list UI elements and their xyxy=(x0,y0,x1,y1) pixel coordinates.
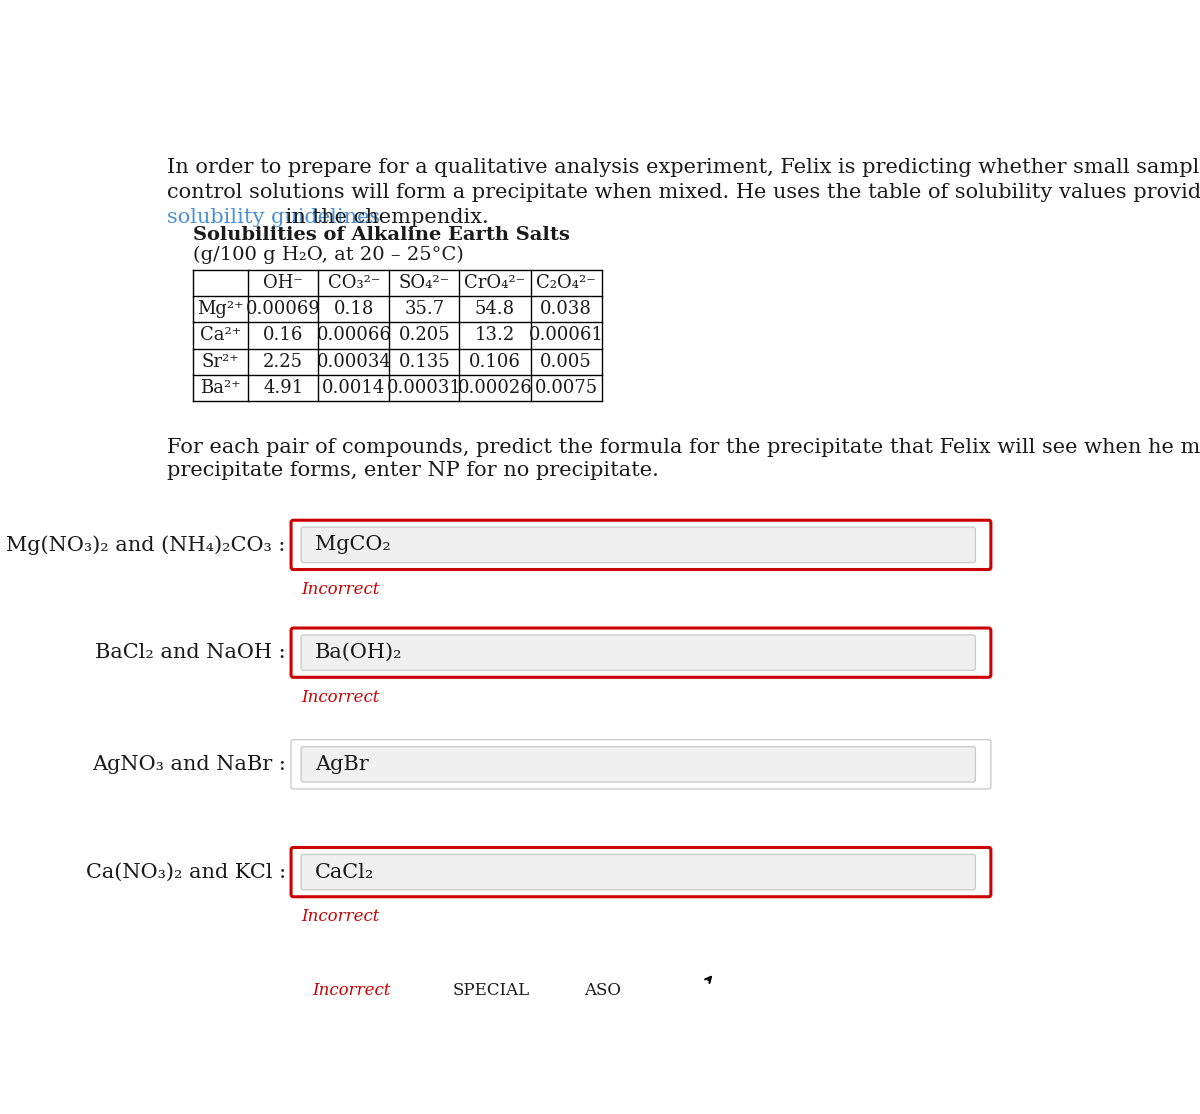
Text: CaCl₂: CaCl₂ xyxy=(316,862,374,881)
Text: 54.8: 54.8 xyxy=(475,301,515,319)
Text: 0.00069: 0.00069 xyxy=(246,301,320,319)
FancyBboxPatch shape xyxy=(301,746,976,782)
Text: precipitate forms, enter NP for no precipitate.: precipitate forms, enter NP for no preci… xyxy=(167,461,659,480)
Text: Mg(NO₃)₂ and (NH₄)₂CO₃ :: Mg(NO₃)₂ and (NH₄)₂CO₃ : xyxy=(6,535,286,555)
Text: 0.135: 0.135 xyxy=(398,353,450,371)
Text: In order to prepare for a qualitative analysis experiment, Felix is predicting w: In order to prepare for a qualitative an… xyxy=(167,158,1200,177)
Text: control solutions will form a precipitate when mixed. He uses the table of solub: control solutions will form a precipitat… xyxy=(167,183,1200,202)
Text: 13.2: 13.2 xyxy=(475,326,515,344)
Text: 0.038: 0.038 xyxy=(540,301,592,319)
Text: Sr²⁺: Sr²⁺ xyxy=(202,353,239,371)
Text: 0.00066: 0.00066 xyxy=(317,326,391,344)
Text: 0.0075: 0.0075 xyxy=(535,379,598,397)
Text: 0.005: 0.005 xyxy=(540,353,592,371)
Text: 35.7: 35.7 xyxy=(404,301,444,319)
Text: C₂O₄²⁻: C₂O₄²⁻ xyxy=(536,274,596,292)
Text: Ba²⁺: Ba²⁺ xyxy=(200,379,241,397)
Text: solubility guidelines: solubility guidelines xyxy=(167,207,380,226)
Text: SPECIAL: SPECIAL xyxy=(452,983,529,999)
Text: Incorrect: Incorrect xyxy=(313,983,391,999)
Text: AgBr: AgBr xyxy=(316,755,368,774)
Text: Ca(NO₃)₂ and KCl :: Ca(NO₃)₂ and KCl : xyxy=(85,862,286,881)
Text: 0.00061: 0.00061 xyxy=(529,326,604,344)
Text: CrO₄²⁻: CrO₄²⁻ xyxy=(464,274,526,292)
Text: SO₄²⁻: SO₄²⁻ xyxy=(398,274,450,292)
Text: 0.16: 0.16 xyxy=(263,326,304,344)
Text: AgNO₃ and NaBr :: AgNO₃ and NaBr : xyxy=(91,755,286,774)
Text: Incorrect: Incorrect xyxy=(301,688,379,706)
Text: Incorrect: Incorrect xyxy=(301,582,379,598)
FancyBboxPatch shape xyxy=(301,854,976,890)
Text: Solubilities of Alkaline Earth Salts: Solubilities of Alkaline Earth Salts xyxy=(193,226,570,244)
FancyBboxPatch shape xyxy=(301,635,976,671)
Text: 0.205: 0.205 xyxy=(398,326,450,344)
Text: MgCO₂: MgCO₂ xyxy=(316,536,391,555)
Text: Incorrect: Incorrect xyxy=(301,908,379,926)
Text: 0.00031: 0.00031 xyxy=(386,379,462,397)
Text: (g/100 g H₂O, at 20 – 25°C): (g/100 g H₂O, at 20 – 25°C) xyxy=(193,245,463,264)
Text: 2.25: 2.25 xyxy=(263,353,304,371)
Text: CO₃²⁻: CO₃²⁻ xyxy=(328,274,380,292)
Text: For each pair of compounds, predict the formula for the precipitate that Felix w: For each pair of compounds, predict the … xyxy=(167,438,1200,457)
Text: 0.00034: 0.00034 xyxy=(317,353,391,371)
FancyBboxPatch shape xyxy=(292,740,991,789)
FancyBboxPatch shape xyxy=(301,527,976,563)
Text: 0.00026: 0.00026 xyxy=(457,379,533,397)
FancyBboxPatch shape xyxy=(292,520,991,569)
Text: 0.0014: 0.0014 xyxy=(323,379,385,397)
Text: Ca²⁺: Ca²⁺ xyxy=(200,326,241,344)
Text: ASO: ASO xyxy=(584,983,620,999)
Text: Ba(OH)₂: Ba(OH)₂ xyxy=(316,643,403,662)
Text: OH⁻: OH⁻ xyxy=(263,274,304,292)
Text: Mg²⁺: Mg²⁺ xyxy=(197,301,244,319)
Text: in the chempendix.: in the chempendix. xyxy=(280,207,490,226)
Text: BaCl₂ and NaOH :: BaCl₂ and NaOH : xyxy=(95,643,286,662)
FancyBboxPatch shape xyxy=(292,628,991,677)
Text: 0.106: 0.106 xyxy=(469,353,521,371)
FancyBboxPatch shape xyxy=(292,848,991,897)
Text: 4.91: 4.91 xyxy=(263,379,304,397)
Text: 0.18: 0.18 xyxy=(334,301,374,319)
